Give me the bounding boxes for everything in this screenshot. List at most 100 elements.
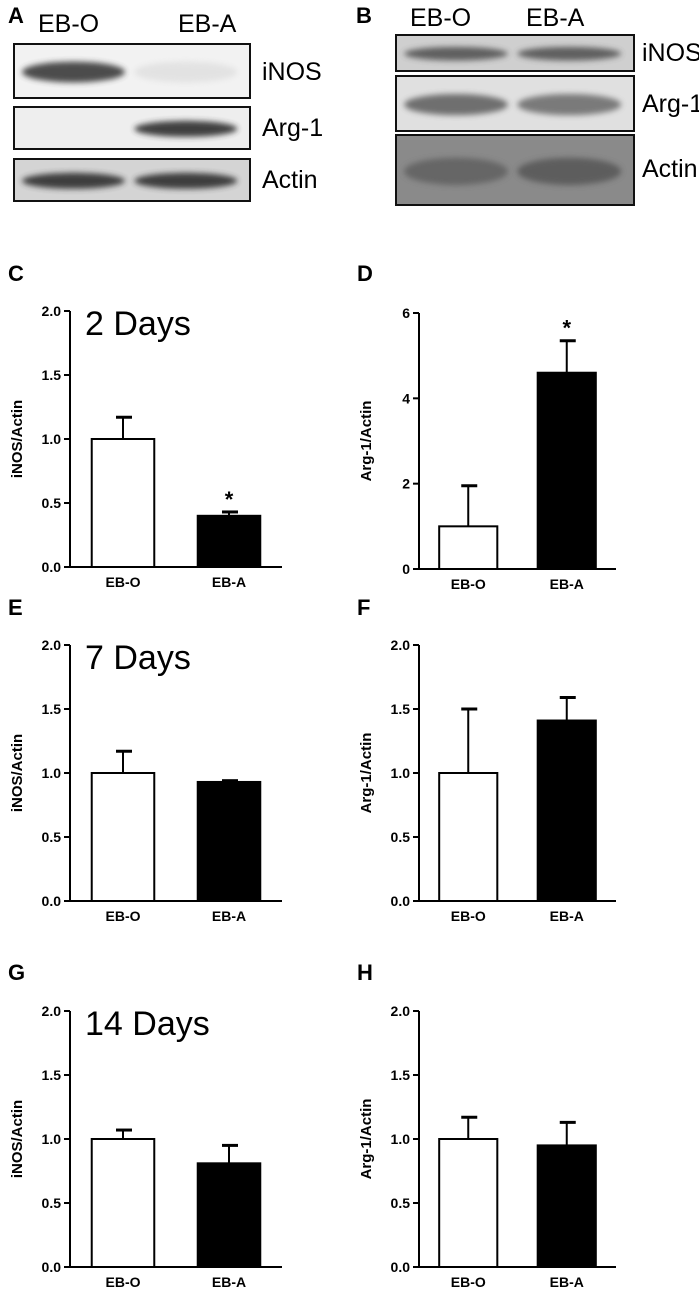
y-axis-label: Arg-1/Actin bbox=[358, 401, 375, 482]
bar-eb-a bbox=[536, 719, 597, 903]
panel-letter-f: F bbox=[357, 595, 371, 620]
y-axis-label: Arg-1/Actin bbox=[358, 1099, 375, 1180]
panel-letter-c: C bbox=[8, 261, 24, 286]
panel-letter-g: G bbox=[8, 960, 26, 985]
y-tick-label: 1.0 bbox=[391, 1131, 411, 1147]
chart-group: 0.0 0.5 1.0 1.5 2.0 iNOS/Actin 14 Days EB-O EB-A bbox=[9, 1003, 282, 1290]
bar-eb-a bbox=[196, 780, 262, 903]
blot-band-lane-2 bbox=[134, 172, 238, 189]
blot-band-lane-2 bbox=[134, 61, 238, 83]
bar-eb-a bbox=[536, 371, 597, 570]
blot-band-lane-2 bbox=[517, 157, 622, 185]
panel-letter-e: E bbox=[8, 595, 23, 620]
y-tick-label: 0.0 bbox=[42, 1259, 62, 1275]
x-tick-label: EB-O bbox=[451, 1274, 486, 1290]
lane-label-eb-a: EB-A bbox=[526, 4, 585, 32]
y-tick-label: 1.0 bbox=[42, 1131, 62, 1147]
panel-letter-h: H bbox=[357, 960, 373, 985]
x-tick-label: EB-A bbox=[212, 1274, 246, 1290]
y-tick-label: 0.5 bbox=[42, 1195, 62, 1211]
chart-group: 0.0 0.5 1.0 1.5 2.0 iNOS/Actin 2 Days EB-O * EB-A bbox=[9, 303, 282, 590]
y-tick-label: 2 bbox=[402, 476, 410, 492]
y-tick-label: 0.5 bbox=[391, 829, 411, 845]
chart-group: 0.0 0.5 1.0 1.5 2.0 iNOS/Actin 7 Days EB-O EB-A bbox=[9, 637, 282, 924]
y-tick-label: 1.5 bbox=[391, 701, 411, 717]
blot-band-lane-1 bbox=[404, 46, 508, 61]
bar-eb-o bbox=[90, 1138, 156, 1268]
blot-strip-actin bbox=[395, 134, 635, 206]
chart-title: 7 Days bbox=[85, 639, 191, 677]
blot-strip-inos bbox=[395, 34, 635, 72]
chart-group: 0.0 0.5 1.0 1.5 2.0 Arg-1/Actin EB-O EB-A bbox=[358, 637, 616, 924]
y-tick-label: 1.0 bbox=[391, 765, 411, 781]
panel-letter-d: D bbox=[357, 261, 373, 286]
x-tick-label: EB-O bbox=[106, 574, 141, 590]
panel-letter-b: B bbox=[356, 3, 372, 28]
blot-band-lane-1 bbox=[22, 172, 125, 189]
y-tick-label: 2.0 bbox=[42, 303, 62, 319]
significance-marker: * bbox=[225, 487, 234, 512]
x-tick-label: EB-A bbox=[212, 908, 246, 924]
y-tick-label: 2.0 bbox=[391, 637, 411, 653]
bar-eb-o bbox=[90, 772, 156, 902]
bar-eb-o bbox=[438, 1138, 499, 1268]
y-tick-label: 0.5 bbox=[42, 829, 62, 845]
band-label-inos: iNOS bbox=[642, 39, 699, 67]
blot-band-lane-2 bbox=[517, 93, 622, 116]
chart-group: 0.0 0.5 1.0 1.5 2.0 Arg-1/Actin EB-O EB-A bbox=[358, 1003, 616, 1290]
blot-strip-actin bbox=[13, 158, 251, 202]
band-label-actin: Actin bbox=[642, 155, 698, 183]
y-tick-label: 1.0 bbox=[42, 765, 62, 781]
y-tick-label: 1.5 bbox=[391, 1067, 411, 1083]
western-blot-a: EB-O EB-A iNOS Arg-1 Actin bbox=[0, 0, 350, 210]
bar-eb-a bbox=[196, 1162, 262, 1268]
x-tick-label: EB-A bbox=[550, 1274, 584, 1290]
x-tick-label: EB-A bbox=[550, 576, 584, 592]
lane-label-eb-o: EB-O bbox=[38, 10, 100, 38]
y-axis-label: iNOS/Actin bbox=[9, 400, 26, 478]
bar-eb-o bbox=[438, 772, 499, 902]
band-label-arg1: Arg-1 bbox=[262, 114, 324, 142]
y-tick-label: 1.5 bbox=[42, 367, 62, 383]
chart-group: 0 2 4 6 Arg-1/Actin EB-O * EB-A bbox=[358, 305, 616, 592]
y-tick-label: 0 bbox=[402, 561, 410, 577]
y-axis-label: Arg-1/Actin bbox=[358, 733, 375, 814]
y-axis-label: iNOS/Actin bbox=[9, 1100, 26, 1178]
blot-bands-inos bbox=[15, 45, 249, 97]
blot-bands-arg1 bbox=[15, 108, 249, 148]
blot-band-lane-1 bbox=[404, 93, 508, 116]
band-label-actin: Actin bbox=[262, 166, 318, 194]
bar-eb-o bbox=[438, 525, 499, 570]
y-axis-label: iNOS/Actin bbox=[9, 734, 26, 812]
blot-band-lane-1 bbox=[22, 61, 125, 83]
blot-strip-arg1 bbox=[13, 106, 251, 150]
y-tick-label: 0.0 bbox=[42, 559, 62, 575]
band-label-arg1: Arg-1 bbox=[642, 90, 699, 118]
y-tick-label: 4 bbox=[402, 390, 410, 406]
blot-bands-arg1 bbox=[397, 77, 633, 130]
y-tick-label: 0.0 bbox=[391, 1259, 411, 1275]
y-tick-label: 0.5 bbox=[42, 495, 62, 511]
x-tick-label: EB-O bbox=[106, 908, 141, 924]
chart-title: 2 Days bbox=[85, 305, 191, 343]
chart-title: 14 Days bbox=[85, 1005, 210, 1043]
blot-strip-arg1 bbox=[395, 75, 635, 132]
bar-eb-a bbox=[196, 514, 262, 568]
blot-band-lane-2 bbox=[517, 46, 622, 61]
y-tick-label: 2.0 bbox=[42, 637, 62, 653]
bar-eb-a bbox=[536, 1144, 597, 1269]
y-tick-label: 6 bbox=[402, 305, 410, 321]
blot-bands-inos bbox=[397, 36, 633, 70]
x-tick-label: EB-A bbox=[212, 574, 246, 590]
y-tick-label: 0.0 bbox=[391, 893, 411, 909]
y-tick-label: 1.0 bbox=[42, 431, 62, 447]
y-tick-label: 0.0 bbox=[42, 893, 62, 909]
x-tick-label: EB-O bbox=[451, 908, 486, 924]
significance-marker: * bbox=[562, 316, 571, 341]
x-tick-label: EB-A bbox=[550, 908, 584, 924]
y-tick-label: 1.5 bbox=[42, 1067, 62, 1083]
bar-eb-o bbox=[90, 438, 156, 568]
y-tick-label: 2.0 bbox=[42, 1003, 62, 1019]
blot-bands-actin bbox=[15, 160, 249, 200]
y-tick-label: 2.0 bbox=[391, 1003, 411, 1019]
